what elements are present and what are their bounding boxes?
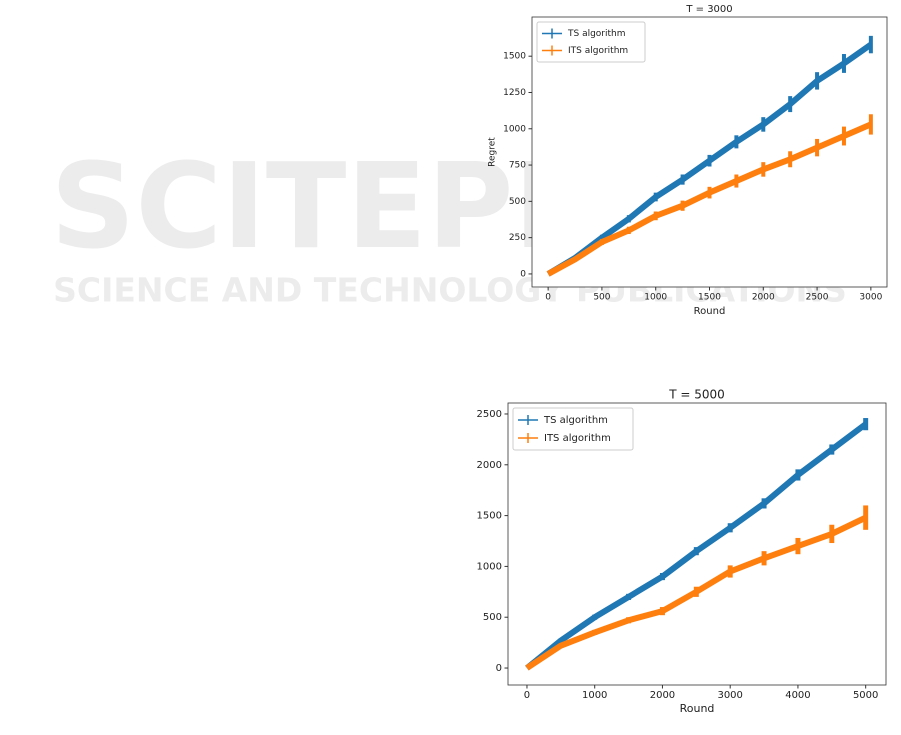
y-tick-label: 500 xyxy=(483,612,502,623)
x-tick-label: 1000 xyxy=(644,293,667,303)
y-tick-label: 500 xyxy=(509,197,526,207)
x-tick-label: 1500 xyxy=(698,293,721,303)
series-line xyxy=(546,42,873,277)
y-axis-label: Regret xyxy=(488,137,498,167)
x-tick-label: 5000 xyxy=(853,690,878,701)
chart-title: T = 3000 xyxy=(685,4,732,15)
y-tick-label: 1000 xyxy=(503,124,526,134)
y-tick-label: 750 xyxy=(509,161,526,171)
y-tick-label: 250 xyxy=(509,233,526,243)
legend-label: ITS algorithm xyxy=(544,433,611,444)
x-tick-label: 500 xyxy=(593,293,610,303)
y-tick-label: 0 xyxy=(496,663,502,674)
y-tick-label: 2000 xyxy=(477,460,502,471)
x-axis-label: Round xyxy=(694,306,726,317)
legend-label: TS algorithm xyxy=(567,29,626,39)
y-tick-label: 1000 xyxy=(477,561,502,572)
y-tick-label: 1500 xyxy=(477,511,502,522)
x-tick-label: 2000 xyxy=(752,293,775,303)
legend-label: TS algorithm xyxy=(543,415,608,426)
x-tick-label: 3000 xyxy=(859,293,882,303)
y-tick-label: 1500 xyxy=(503,52,526,62)
y-tick-label: 1250 xyxy=(503,88,526,98)
series-line xyxy=(525,514,867,671)
series-line xyxy=(546,121,873,277)
x-tick-label: 0 xyxy=(545,293,551,303)
y-tick-label: 0 xyxy=(520,269,526,279)
legend-box xyxy=(512,407,634,451)
x-tick-label: 0 xyxy=(524,690,530,701)
x-tick-label: 2000 xyxy=(650,690,675,701)
x-axis-label: Round xyxy=(680,702,715,715)
legend-label: ITS algorithm xyxy=(568,46,628,56)
x-tick-label: 4000 xyxy=(785,690,810,701)
chart-title: T = 5000 xyxy=(668,388,725,402)
x-tick-label: 1000 xyxy=(582,690,607,701)
x-tick-label: 2500 xyxy=(806,293,829,303)
y-tick-label: 2500 xyxy=(477,409,502,420)
legend-box xyxy=(536,21,646,63)
series-line xyxy=(525,421,868,671)
x-tick-label: 3000 xyxy=(717,690,742,701)
